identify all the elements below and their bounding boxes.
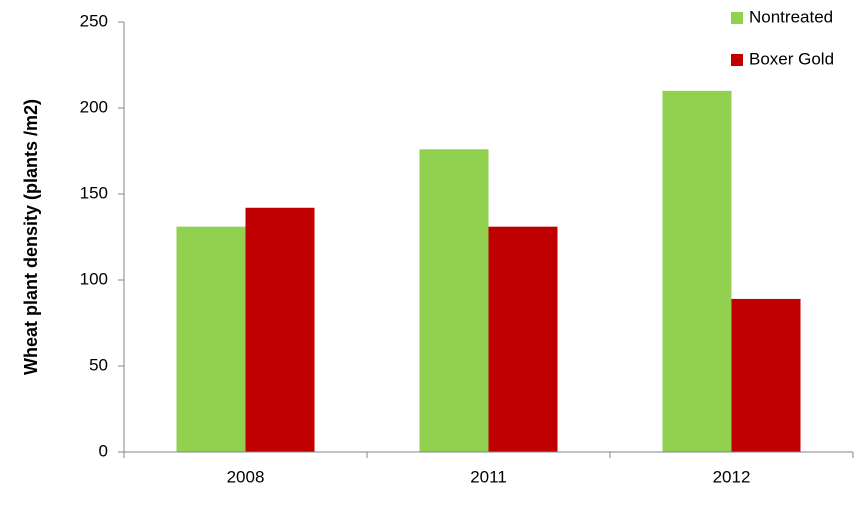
bar <box>245 207 315 452</box>
y-tick-label: 150 <box>80 183 108 202</box>
x-tick-label: 2008 <box>227 467 265 486</box>
bar <box>419 149 489 452</box>
x-tick-label: 2011 <box>470 467 507 486</box>
y-tick-label: 50 <box>89 355 108 374</box>
y-axis-label: Wheat plant density (plants /m2) <box>21 99 41 375</box>
y-tick-label: 200 <box>80 97 108 116</box>
legend-label: Boxer Gold <box>749 49 834 68</box>
bar <box>176 226 246 452</box>
bar <box>731 298 801 452</box>
bar <box>662 90 732 453</box>
x-tick-label: 2012 <box>713 467 751 486</box>
y-tick-label: 0 <box>99 441 108 460</box>
legend-swatch <box>731 12 743 24</box>
legend-swatch <box>731 54 743 66</box>
bar <box>488 226 558 452</box>
y-tick-label: 100 <box>80 269 108 288</box>
y-tick-label: 250 <box>80 11 108 30</box>
legend-label: Nontreated <box>749 7 833 26</box>
